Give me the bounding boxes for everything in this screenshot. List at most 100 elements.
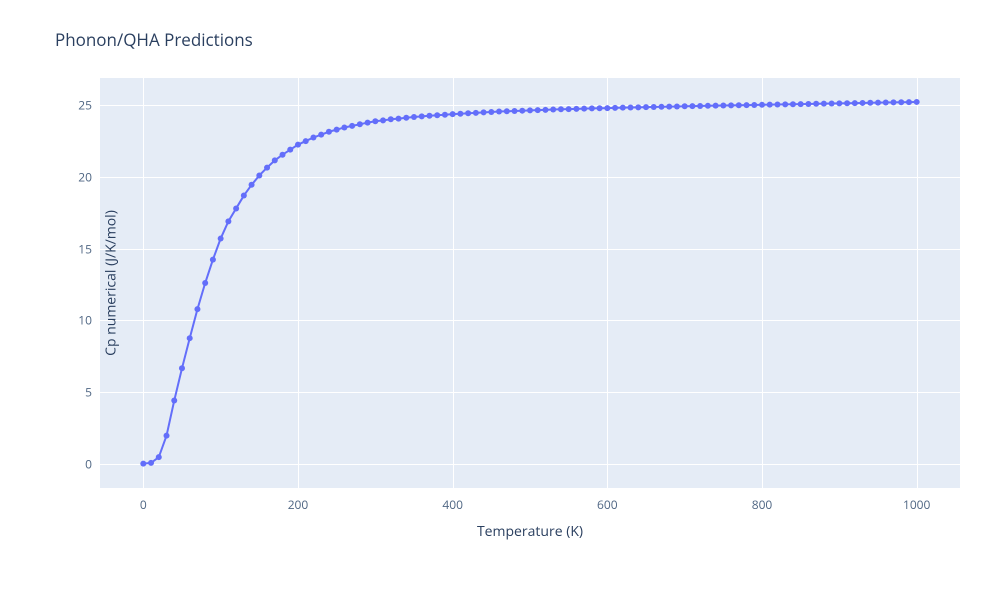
data-point[interactable]: [658, 104, 664, 110]
data-point[interactable]: [906, 99, 912, 105]
data-point[interactable]: [682, 103, 688, 109]
data-point[interactable]: [635, 104, 641, 110]
data-point[interactable]: [396, 116, 402, 122]
data-point[interactable]: [558, 106, 564, 112]
data-point[interactable]: [836, 100, 842, 106]
data-point[interactable]: [689, 103, 695, 109]
data-point[interactable]: [303, 138, 309, 144]
data-point[interactable]: [805, 101, 811, 107]
data-point[interactable]: [782, 101, 788, 107]
data-point[interactable]: [744, 102, 750, 108]
data-point[interactable]: [643, 104, 649, 110]
data-point[interactable]: [179, 365, 185, 371]
data-point[interactable]: [326, 129, 332, 135]
data-point[interactable]: [651, 104, 657, 110]
data-point[interactable]: [194, 306, 200, 312]
data-point[interactable]: [628, 105, 634, 111]
data-point[interactable]: [372, 118, 378, 124]
data-point[interactable]: [233, 205, 239, 211]
data-point[interactable]: [890, 99, 896, 105]
data-point[interactable]: [287, 147, 293, 153]
data-point[interactable]: [720, 103, 726, 109]
data-point[interactable]: [589, 105, 595, 111]
data-point[interactable]: [705, 103, 711, 109]
data-point[interactable]: [156, 454, 162, 460]
data-point[interactable]: [164, 433, 170, 439]
data-point[interactable]: [295, 142, 301, 148]
data-point[interactable]: [264, 165, 270, 171]
data-point[interactable]: [140, 461, 146, 467]
data-point[interactable]: [581, 106, 587, 112]
data-point[interactable]: [426, 113, 432, 119]
data-point[interactable]: [535, 107, 541, 113]
data-point[interactable]: [148, 460, 154, 466]
data-point[interactable]: [844, 100, 850, 106]
data-point[interactable]: [697, 103, 703, 109]
data-point[interactable]: [310, 134, 316, 140]
data-point[interactable]: [365, 120, 371, 126]
data-point[interactable]: [380, 117, 386, 123]
data-point[interactable]: [488, 109, 494, 115]
data-point[interactable]: [280, 152, 286, 158]
data-point[interactable]: [736, 102, 742, 108]
data-point[interactable]: [829, 101, 835, 107]
data-point[interactable]: [349, 123, 355, 129]
data-point[interactable]: [612, 105, 618, 111]
data-point[interactable]: [759, 102, 765, 108]
data-point[interactable]: [318, 132, 324, 138]
data-point[interactable]: [187, 335, 193, 341]
data-point[interactable]: [883, 100, 889, 106]
data-point[interactable]: [914, 99, 920, 105]
data-point[interactable]: [542, 107, 548, 113]
data-point[interactable]: [241, 193, 247, 199]
data-point[interactable]: [566, 106, 572, 112]
data-point[interactable]: [249, 182, 255, 188]
data-point[interactable]: [767, 102, 773, 108]
data-point[interactable]: [751, 102, 757, 108]
data-point[interactable]: [334, 127, 340, 133]
data-point[interactable]: [512, 108, 518, 114]
data-point[interactable]: [527, 107, 533, 113]
data-point[interactable]: [457, 111, 463, 117]
data-point[interactable]: [218, 236, 224, 242]
data-point[interactable]: [473, 110, 479, 116]
data-point[interactable]: [465, 110, 471, 116]
data-point[interactable]: [481, 109, 487, 115]
data-point[interactable]: [821, 101, 827, 107]
data-point[interactable]: [411, 114, 417, 120]
data-point[interactable]: [388, 116, 394, 122]
data-point[interactable]: [210, 257, 216, 263]
data-point[interactable]: [597, 105, 603, 111]
data-point[interactable]: [403, 115, 409, 121]
data-point[interactable]: [341, 124, 347, 130]
data-point[interactable]: [713, 103, 719, 109]
data-point[interactable]: [898, 99, 904, 105]
data-point[interactable]: [496, 109, 502, 115]
data-point[interactable]: [225, 218, 231, 224]
data-point[interactable]: [774, 102, 780, 108]
data-point[interactable]: [519, 108, 525, 114]
data-point[interactable]: [604, 105, 610, 111]
data-point[interactable]: [272, 157, 278, 163]
data-point[interactable]: [434, 112, 440, 118]
data-point[interactable]: [202, 280, 208, 286]
data-point[interactable]: [852, 100, 858, 106]
data-point[interactable]: [357, 121, 363, 127]
data-point[interactable]: [620, 105, 626, 111]
data-point[interactable]: [450, 111, 456, 117]
data-point[interactable]: [573, 106, 579, 112]
data-point[interactable]: [813, 101, 819, 107]
data-point[interactable]: [674, 104, 680, 110]
data-point[interactable]: [790, 101, 796, 107]
data-point[interactable]: [666, 104, 672, 110]
data-point[interactable]: [256, 172, 262, 178]
data-point[interactable]: [550, 107, 556, 113]
data-point[interactable]: [728, 102, 734, 108]
data-point[interactable]: [875, 100, 881, 106]
data-point[interactable]: [867, 100, 873, 106]
data-point[interactable]: [798, 101, 804, 107]
data-point[interactable]: [504, 108, 510, 114]
data-point[interactable]: [171, 398, 177, 404]
data-point[interactable]: [442, 112, 448, 118]
data-point[interactable]: [860, 100, 866, 106]
